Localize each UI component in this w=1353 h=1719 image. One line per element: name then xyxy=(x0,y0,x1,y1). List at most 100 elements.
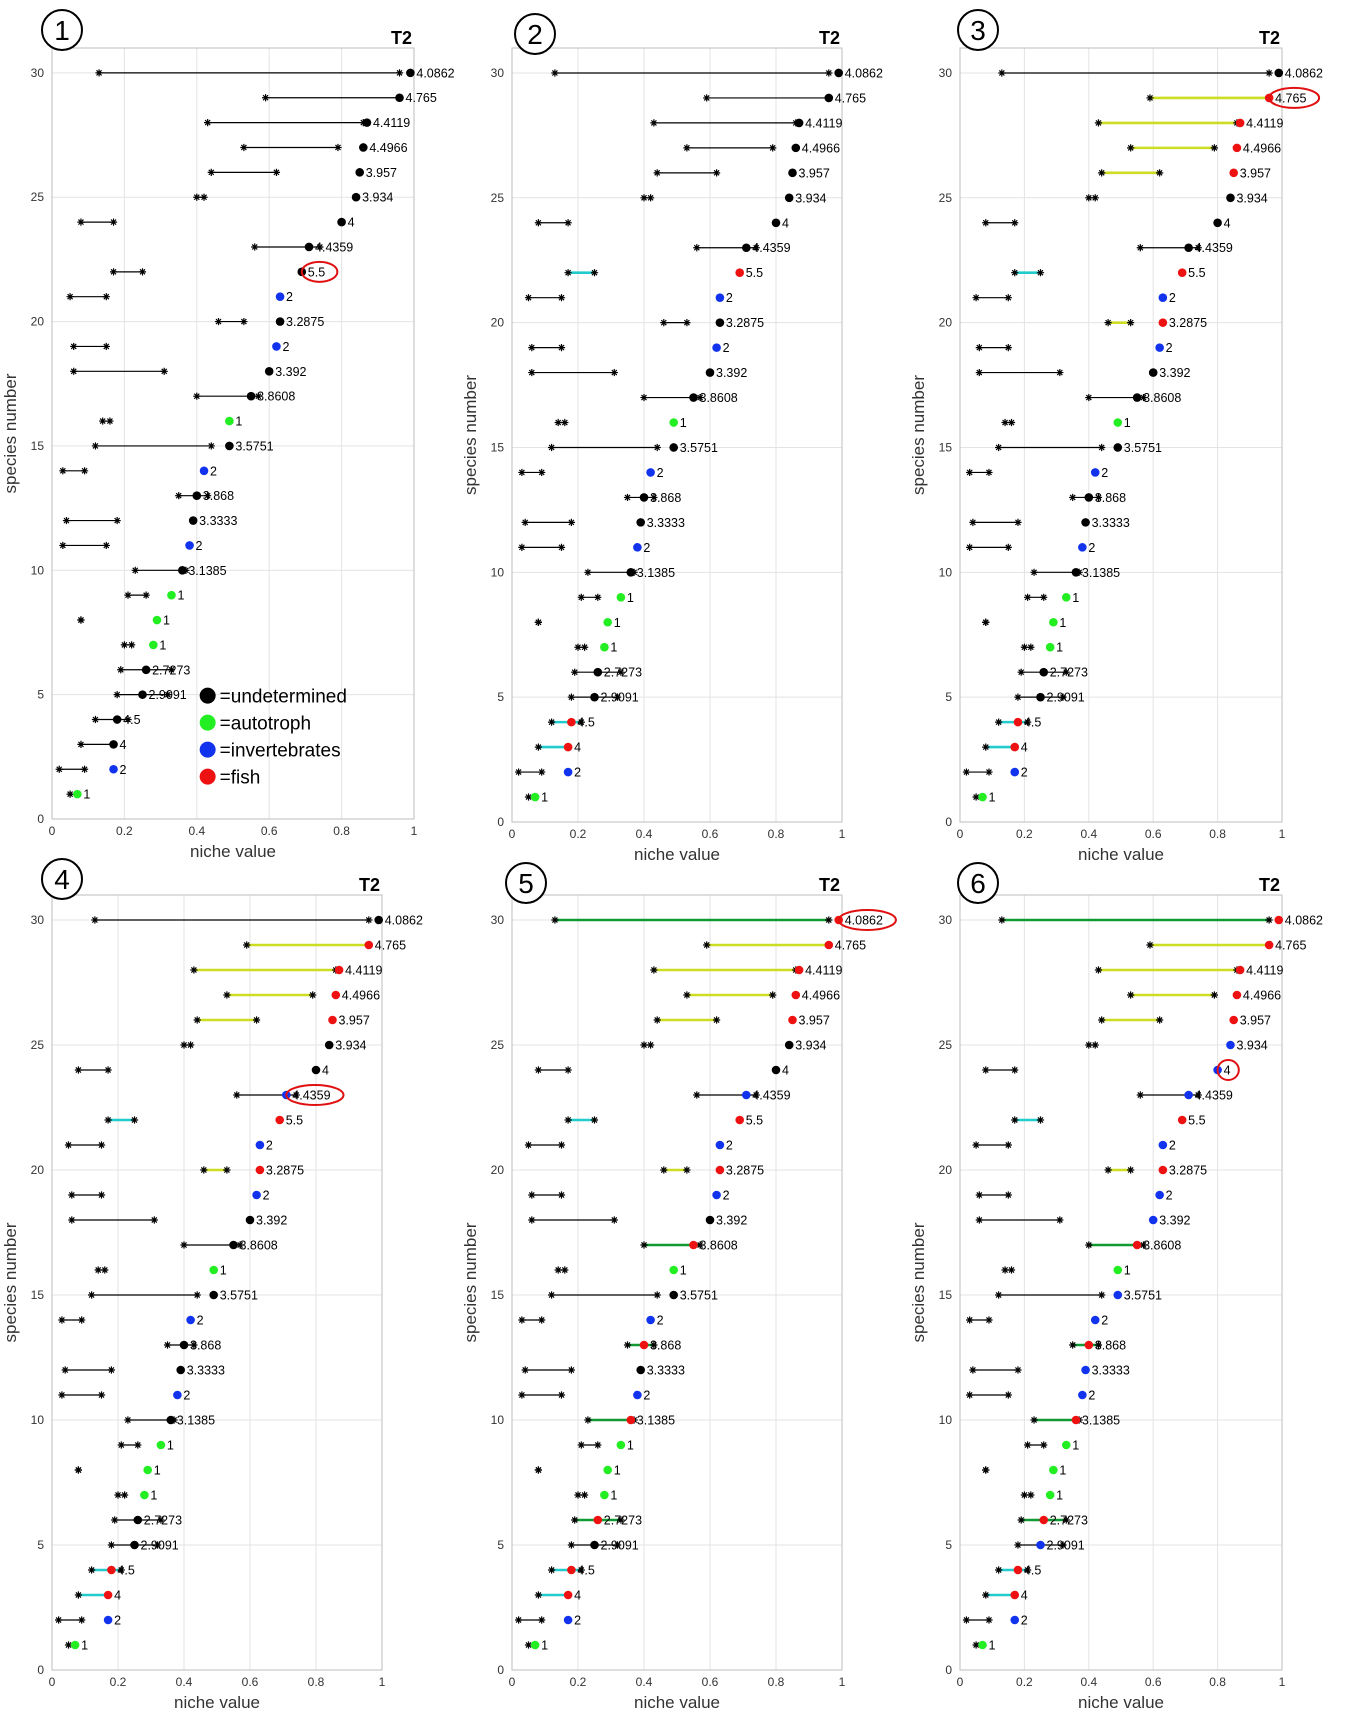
range-end-marker xyxy=(1056,1216,1064,1224)
trophic-level-label: 3.957 xyxy=(799,166,830,180)
niche-point xyxy=(600,642,609,652)
niche-point xyxy=(359,143,368,152)
range-end-marker xyxy=(316,243,324,251)
range-end-marker xyxy=(538,468,546,477)
y-tick-label: 25 xyxy=(31,190,45,204)
range-end-marker xyxy=(150,1216,158,1224)
y-tick-label: 25 xyxy=(939,191,953,205)
range-start-marker xyxy=(564,269,572,277)
niche-point xyxy=(669,1290,678,1300)
niche-point xyxy=(176,1365,185,1375)
range-start-marker xyxy=(91,715,100,724)
trophic-level-label: 3.8608 xyxy=(700,1239,738,1253)
range-end-marker xyxy=(97,1191,106,1199)
niche-point xyxy=(1274,68,1284,78)
range-end-marker xyxy=(240,317,248,326)
range-end-marker xyxy=(617,668,625,676)
panel-number-circle xyxy=(41,858,83,900)
niche-point xyxy=(563,742,573,752)
range-start-marker xyxy=(534,219,542,227)
plot-frame xyxy=(51,47,415,820)
trophic-level-label: 3.1385 xyxy=(1082,1414,1120,1428)
niche-point xyxy=(275,1115,285,1125)
niche-point xyxy=(246,391,256,401)
trophic-level-label: 4.0862 xyxy=(845,914,883,928)
y-tick-label: 10 xyxy=(31,563,45,577)
x-tick-label: 0.6 xyxy=(702,1675,719,1689)
range-end-marker xyxy=(1194,244,1202,252)
range-end-marker xyxy=(647,1041,655,1049)
range-end-marker xyxy=(1210,991,1218,999)
range-start-marker xyxy=(1136,1091,1144,1099)
range-start-marker xyxy=(567,1541,575,1549)
niche-point xyxy=(794,965,804,975)
trophic-level-label: 1 xyxy=(1124,416,1131,430)
range-start-marker xyxy=(995,718,1003,726)
range-end-marker xyxy=(365,916,373,924)
x-tick-label: 0.6 xyxy=(261,824,278,838)
legend-label: =autotroph xyxy=(220,714,311,735)
range-start-marker xyxy=(653,1016,661,1024)
range-end-marker xyxy=(650,1341,658,1349)
trophic-level-label: 1 xyxy=(1056,1489,1063,1503)
y-tick-label: 20 xyxy=(31,1163,45,1177)
niche-point xyxy=(103,1615,113,1625)
range-start-marker xyxy=(240,143,248,152)
range-end-marker xyxy=(1265,69,1273,77)
range-end-marker xyxy=(1024,1566,1032,1574)
range-start-marker xyxy=(640,194,648,202)
plot-area xyxy=(512,895,842,1670)
trophic-level-label: 2 xyxy=(114,1614,121,1628)
x-tick-label: 0.2 xyxy=(110,1675,127,1689)
niche-point xyxy=(735,268,744,278)
range-end-marker xyxy=(752,1091,760,1099)
range-start-marker xyxy=(1020,643,1028,651)
range-end-marker xyxy=(77,616,85,624)
range-end-marker xyxy=(577,1566,585,1574)
trophic-level-label: 4 xyxy=(120,738,127,752)
range-end-marker xyxy=(557,1191,566,1199)
plot-frame xyxy=(511,47,843,823)
range-end-marker xyxy=(97,1141,106,1149)
trophic-level-label: 1 xyxy=(614,1464,621,1478)
y-tick-label: 15 xyxy=(31,1288,45,1302)
y-axis-label: species number xyxy=(909,1222,928,1342)
niche-point xyxy=(824,940,834,950)
range-end-marker xyxy=(78,1316,86,1324)
trophic-level-label: 2 xyxy=(643,1389,650,1403)
trophic-level-label: 3.957 xyxy=(339,1014,370,1028)
niche-point xyxy=(567,1565,576,1575)
plot-frame xyxy=(511,894,843,1671)
niche-point xyxy=(1235,118,1245,128)
range-end-marker xyxy=(1094,1341,1103,1349)
range-end-marker xyxy=(653,443,661,452)
trophic-level-label: 3.3333 xyxy=(1092,516,1130,530)
trophic-level-label: 3.868 xyxy=(1095,1339,1126,1353)
trophic-level-label: 2.7273 xyxy=(1050,1514,1088,1528)
panel-title: T2 xyxy=(1259,28,1280,48)
niche-point xyxy=(73,789,82,799)
trophic-level-label: 1 xyxy=(627,1439,634,1453)
range-start-marker xyxy=(577,1441,585,1449)
trophic-level-label: 4.4966 xyxy=(802,989,840,1003)
y-tick-label: 5 xyxy=(37,1538,44,1552)
range-start-marker xyxy=(524,793,533,801)
niche-point xyxy=(364,940,374,950)
trophic-level-label: 1 xyxy=(154,1464,161,1478)
range-start-marker xyxy=(120,641,128,649)
range-start-marker xyxy=(1001,418,1009,427)
trophic-level-label: 2 xyxy=(643,541,650,555)
range-start-marker xyxy=(207,168,215,176)
trophic-level-label: 4.5 xyxy=(577,716,594,730)
panel-number: 1 xyxy=(54,15,70,46)
highlight-ellipse xyxy=(1216,1059,1240,1081)
trophic-level-label: 3.868 xyxy=(650,1339,681,1353)
trophic-level-label: 1 xyxy=(163,614,170,628)
plot-area xyxy=(960,48,1282,822)
range-end-marker xyxy=(696,1241,704,1249)
range-start-marker xyxy=(966,468,974,477)
range-end-marker xyxy=(538,1616,546,1624)
x-tick-label: 0.8 xyxy=(333,824,350,838)
trophic-level-label: 2 xyxy=(1021,766,1028,780)
x-tick-label: 0.4 xyxy=(636,827,653,841)
